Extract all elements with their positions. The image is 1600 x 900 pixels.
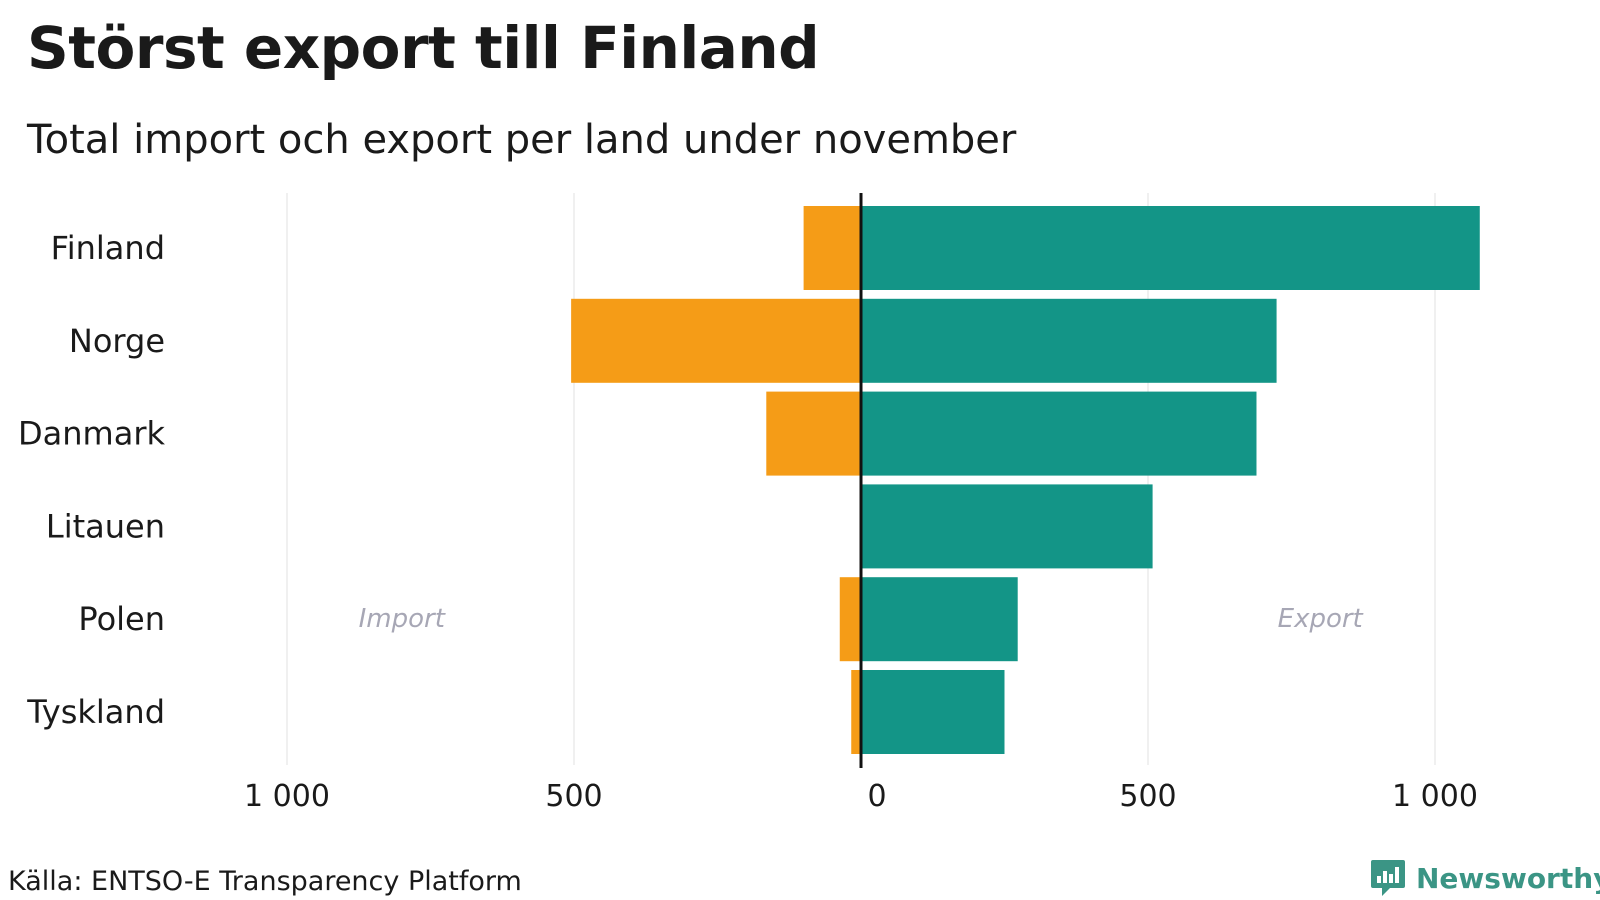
- category-label-norge: Norge: [69, 322, 165, 360]
- source-note: Källa: ENTSO-E Transparency Platform: [8, 866, 522, 897]
- annotation-import: Import: [359, 604, 446, 634]
- x-tick-label-2: 0: [867, 779, 886, 814]
- import-bar-finland: [803, 206, 861, 290]
- export-bar-tyskland: [861, 670, 1005, 754]
- x-tick-label-0: 1 000: [244, 779, 330, 814]
- import-bar-danmark: [766, 391, 861, 476]
- brand-logo: Newsworthy: [1370, 858, 1600, 898]
- import-bar-polen: [839, 577, 861, 662]
- category-label-polen: Polen: [78, 600, 165, 638]
- x-tick-label-3: 500: [1119, 779, 1176, 814]
- export-bar-danmark: [861, 391, 1257, 476]
- export-bar-litauen: [861, 484, 1153, 569]
- chart-subtitle: Total import och export per land under n…: [27, 117, 1017, 163]
- annotation-export: Export: [1278, 604, 1364, 634]
- import-bar-tyskland: [851, 670, 861, 754]
- category-label-tyskland: Tyskland: [26, 693, 165, 731]
- x-tick-label-1: 500: [545, 779, 602, 814]
- category-label-finland: Finland: [51, 229, 165, 267]
- export-bar-norge: [861, 298, 1277, 383]
- import-bar-norge: [571, 298, 861, 383]
- brand-name: Newsworthy: [1416, 861, 1600, 895]
- category-label-danmark: Danmark: [18, 415, 165, 453]
- newsworthy-logo-icon: [1371, 860, 1405, 896]
- export-bar-finland: [861, 206, 1480, 290]
- export-bar-polen: [861, 577, 1018, 662]
- chart-title: Störst export till Finland: [27, 14, 820, 82]
- category-label-litauen: Litauen: [46, 507, 165, 545]
- x-tick-label-4: 1 000: [1392, 779, 1478, 814]
